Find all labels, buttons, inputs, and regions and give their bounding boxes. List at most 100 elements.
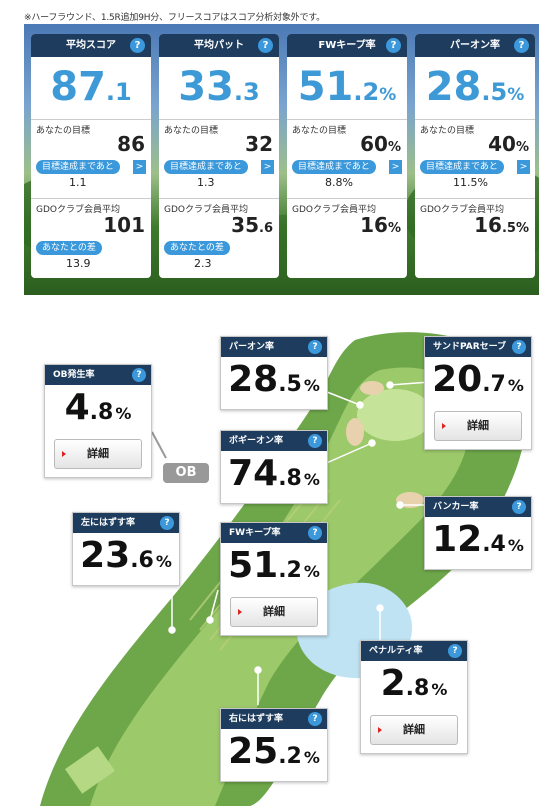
difference-value: 2.3 bbox=[194, 257, 212, 270]
stat-value-int: 2 bbox=[380, 663, 406, 704]
remaining-value: 8.8% bbox=[325, 176, 353, 189]
average-value: 16% bbox=[360, 213, 401, 237]
stat-title: OB発生率? bbox=[45, 365, 151, 385]
stat-value-int: 25 bbox=[228, 731, 279, 772]
stat-par-on: パーオン率? 28.5% bbox=[220, 336, 328, 410]
stat-value-int: 28 bbox=[228, 359, 279, 400]
average-value-dec: .5% bbox=[501, 221, 529, 236]
help-icon[interactable]: ? bbox=[512, 340, 526, 354]
card-average-score: 平均スコア? 87.1 あなたの目標 86 目標達成まであと > 1.1 GDO… bbox=[31, 34, 151, 278]
card-title: FWキープ率? bbox=[287, 34, 407, 57]
target-label: あなたの目標 bbox=[36, 126, 91, 136]
remaining-value: 1.1 bbox=[69, 176, 87, 189]
target-section: あなたの目標 86 目標達成まであと > 1.1 bbox=[31, 119, 151, 198]
stat-value-unit: % bbox=[115, 404, 132, 423]
stat-title: 左にはずす率? bbox=[73, 513, 179, 533]
chevron-right-icon[interactable]: > bbox=[389, 160, 402, 174]
stat-title-text: サンドPARセーブ bbox=[433, 342, 507, 352]
help-icon[interactable]: ? bbox=[308, 526, 322, 540]
chevron-right-icon[interactable]: > bbox=[133, 160, 146, 174]
remaining-badge: 目標達成まであと bbox=[420, 160, 504, 174]
stat-value-dec: .6 bbox=[130, 548, 154, 573]
stat-value-unit: % bbox=[507, 536, 524, 555]
stat-value-int: 20 bbox=[432, 359, 483, 400]
help-icon[interactable]: ? bbox=[160, 516, 174, 530]
stat-value-unit: % bbox=[431, 680, 448, 699]
bunker bbox=[346, 418, 364, 446]
card-title-text: 平均パット bbox=[194, 40, 244, 51]
stat-value: 25.2% bbox=[221, 729, 327, 781]
target-section: あなたの目標 32 目標達成まであと > 1.3 bbox=[159, 119, 279, 198]
stat-value-dec: .2 bbox=[278, 558, 302, 583]
detail-button[interactable]: 詳細 bbox=[230, 597, 318, 627]
stat-miss-right: 右にはずす率? 25.2% bbox=[220, 708, 328, 782]
help-icon[interactable]: ? bbox=[386, 38, 401, 53]
stat-value: 2.8% bbox=[361, 661, 467, 713]
disclaimer-note: ※ハーフラウンド、1.5R追加9H分、フリースコアはスコア分析対象外です。 bbox=[24, 13, 325, 23]
stat-title: バンカー率? bbox=[425, 497, 531, 517]
stat-title: パーオン率? bbox=[221, 337, 327, 357]
main-value: 51.2% bbox=[287, 57, 407, 119]
summary-panel: 平均スコア? 87.1 あなたの目標 86 目標達成まであと > 1.1 GDO… bbox=[24, 24, 539, 295]
main-value: 28.5% bbox=[415, 57, 535, 119]
stat-title-text: ボギーオン率 bbox=[229, 436, 284, 446]
help-icon[interactable]: ? bbox=[308, 712, 322, 726]
stat-value-int: 74 bbox=[228, 453, 279, 494]
difference-value: 13.9 bbox=[66, 257, 91, 270]
stat-title: ペナルティ率? bbox=[361, 641, 467, 661]
stat-value-int: 23 bbox=[80, 535, 131, 576]
chevron-right-icon[interactable]: > bbox=[517, 160, 530, 174]
stat-value-unit: % bbox=[507, 376, 524, 395]
average-value-int: 16 bbox=[360, 213, 388, 237]
help-icon[interactable]: ? bbox=[130, 38, 145, 53]
main-value-dec: .1 bbox=[105, 78, 132, 106]
ob-connector bbox=[151, 431, 167, 459]
average-value: 16.5% bbox=[474, 213, 529, 237]
remaining-value: 1.3 bbox=[197, 176, 215, 189]
remaining-badge: 目標達成まであと bbox=[36, 160, 120, 174]
stat-value-int: 12 bbox=[432, 519, 483, 560]
stat-value-unit: % bbox=[303, 562, 320, 581]
stat-value: 28.5% bbox=[221, 357, 327, 409]
remaining-value: 11.5% bbox=[453, 176, 488, 189]
card-par-on: パーオン率? 28.5% あなたの目標 40% 目標達成まであと > 11.5%… bbox=[415, 34, 535, 278]
stat-fw-keep: FWキープ率? 51.2% 詳細 bbox=[220, 522, 328, 636]
target-section: あなたの目標 40% 目標達成まであと > 11.5% bbox=[415, 119, 535, 198]
stat-value-dec: .5 bbox=[278, 372, 302, 397]
main-value-int: 28 bbox=[425, 64, 482, 110]
ob-tag: OB bbox=[163, 463, 209, 483]
card-title-text: 平均スコア bbox=[66, 40, 116, 51]
help-icon[interactable]: ? bbox=[448, 644, 462, 658]
detail-button[interactable]: 詳細 bbox=[434, 411, 522, 441]
main-value-int: 87 bbox=[50, 64, 106, 110]
course-map: OB パーオン率? 28.5% サンドPARセーブ? 20.7% 詳細 OB発生… bbox=[0, 300, 551, 806]
help-icon[interactable]: ? bbox=[514, 38, 529, 53]
average-label: GDOクラブ会員平均 bbox=[292, 205, 376, 215]
detail-button[interactable]: 詳細 bbox=[370, 715, 458, 745]
chevron-right-icon[interactable]: > bbox=[261, 160, 274, 174]
stat-ob-rate: OB発生率? 4.8% 詳細 bbox=[44, 364, 152, 478]
help-icon[interactable]: ? bbox=[308, 340, 322, 354]
stat-title: サンドPARセーブ? bbox=[425, 337, 531, 357]
average-value-dec: .6 bbox=[259, 221, 273, 236]
help-icon[interactable]: ? bbox=[512, 500, 526, 514]
average-label: GDOクラブ会員平均 bbox=[420, 205, 504, 215]
card-fw-keep: FWキープ率? 51.2% あなたの目標 60% 目標達成まであと > 8.8%… bbox=[287, 34, 407, 278]
target-section: あなたの目標 60% 目標達成まであと > 8.8% bbox=[287, 119, 407, 198]
stat-value: 74.8% bbox=[221, 451, 327, 503]
help-icon[interactable]: ? bbox=[258, 38, 273, 53]
stat-value-int: 4 bbox=[64, 387, 90, 428]
card-average-putt: 平均パット? 33.3 あなたの目標 32 目標達成まであと > 1.3 GDO… bbox=[159, 34, 279, 278]
average-section: GDOクラブ会員平均 16% bbox=[287, 198, 407, 278]
stat-title: FWキープ率? bbox=[221, 523, 327, 543]
target-value-int: 60 bbox=[360, 132, 388, 156]
stat-title-text: 左にはずす率 bbox=[81, 518, 136, 528]
help-icon[interactable]: ? bbox=[308, 434, 322, 448]
help-icon[interactable]: ? bbox=[132, 368, 146, 382]
average-section: GDOクラブ会員平均 35.6 あなたとの差 2.3 bbox=[159, 198, 279, 278]
average-value-int: 16 bbox=[474, 213, 502, 237]
average-value: 101 bbox=[103, 213, 145, 237]
difference-badge: あなたとの差 bbox=[36, 241, 102, 255]
detail-button[interactable]: 詳細 bbox=[54, 439, 142, 469]
stat-title-text: バンカー率 bbox=[433, 502, 479, 512]
